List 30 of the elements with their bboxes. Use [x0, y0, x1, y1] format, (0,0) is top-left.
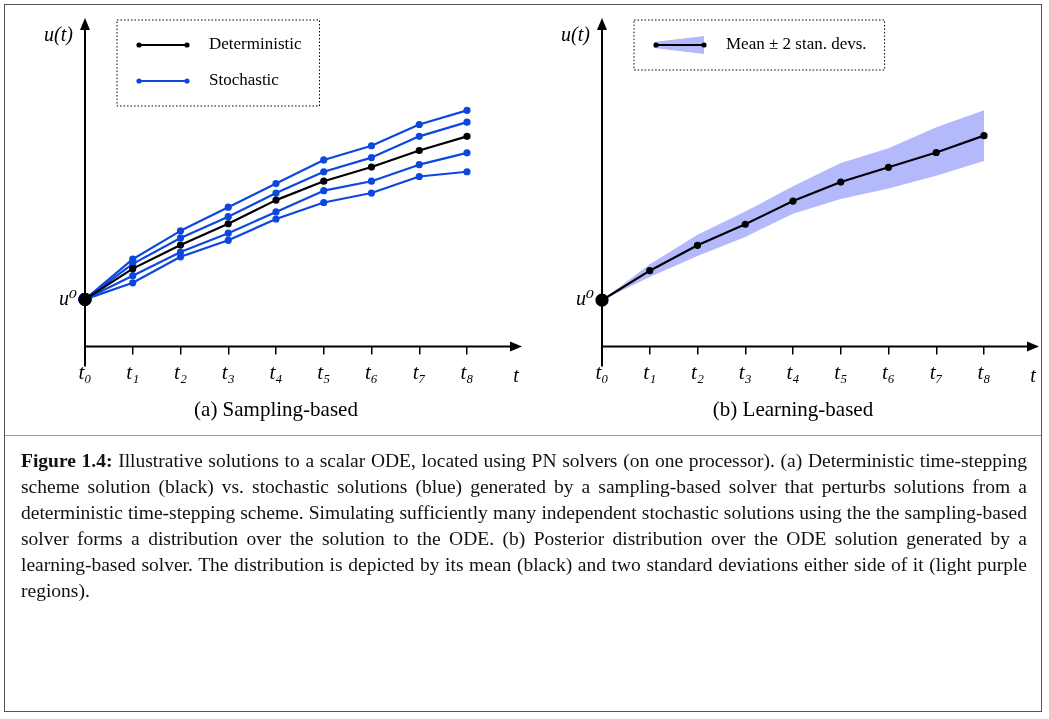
x-tick-label: t₃: [221, 359, 235, 384]
x-tick-label: t₇: [929, 359, 943, 384]
x-tick-label: t₁: [643, 359, 657, 384]
x-tick-label: t₂: [173, 359, 188, 384]
caption: Figure 1.4: Illustrative solutions to a scalar ODE, located using PN solvers (on one processor). (a) Deterministic time-stepping scheme solution (black) vs. stochastic solutions (blue) generated by a sampling-based solver that perturbs solutions from a deterministic time-stepping scheme. Simulating sufficiently many independent stochastic solutions using the the sampling-based solver forms a distribution over the solution to the ODE. (b) Posterior distribution over the ODE solution generated by a learning-based solver. The distribution is depicted by its mean (black) and two standard deviations either side of it (light purple regions).: [21, 449, 1027, 603]
x-tick-label: t₂: [690, 359, 705, 384]
annotation: u⁰: [575, 287, 594, 310]
x-tick-label: t₆: [881, 359, 896, 384]
x-tick-label: t₀: [78, 359, 92, 384]
x-tick-label: t₅: [834, 359, 848, 384]
y-axis-title: u(t): [44, 23, 74, 47]
x-tick-label: t₅: [317, 359, 331, 384]
legend-label: Mean ± 2 stan. devs.: [726, 34, 867, 54]
x-tick-label: t₆: [364, 359, 379, 384]
x-tick-label: t₀: [595, 359, 609, 384]
x-tick-label: t₄: [786, 359, 800, 384]
text: (b) Learning-based: [712, 396, 874, 421]
x-tick-label: t₈: [977, 359, 991, 384]
x-tick-label: t₇: [412, 359, 426, 384]
legend-label: Deterministic: [209, 34, 302, 54]
legend-label: Stochastic: [209, 70, 280, 90]
annotation: u⁰: [58, 286, 77, 309]
x-tick-label: t₁: [126, 359, 140, 384]
x-tick-label: t₈: [460, 359, 474, 384]
x-tick-label: t₃: [738, 359, 752, 384]
text: (a) Sampling-based: [194, 396, 359, 421]
x-tick-label: t₄: [269, 359, 283, 384]
x-axis-title: t: [513, 363, 520, 386]
y-axis-title: u(t): [561, 23, 591, 47]
x-axis-title: t: [1030, 363, 1037, 386]
